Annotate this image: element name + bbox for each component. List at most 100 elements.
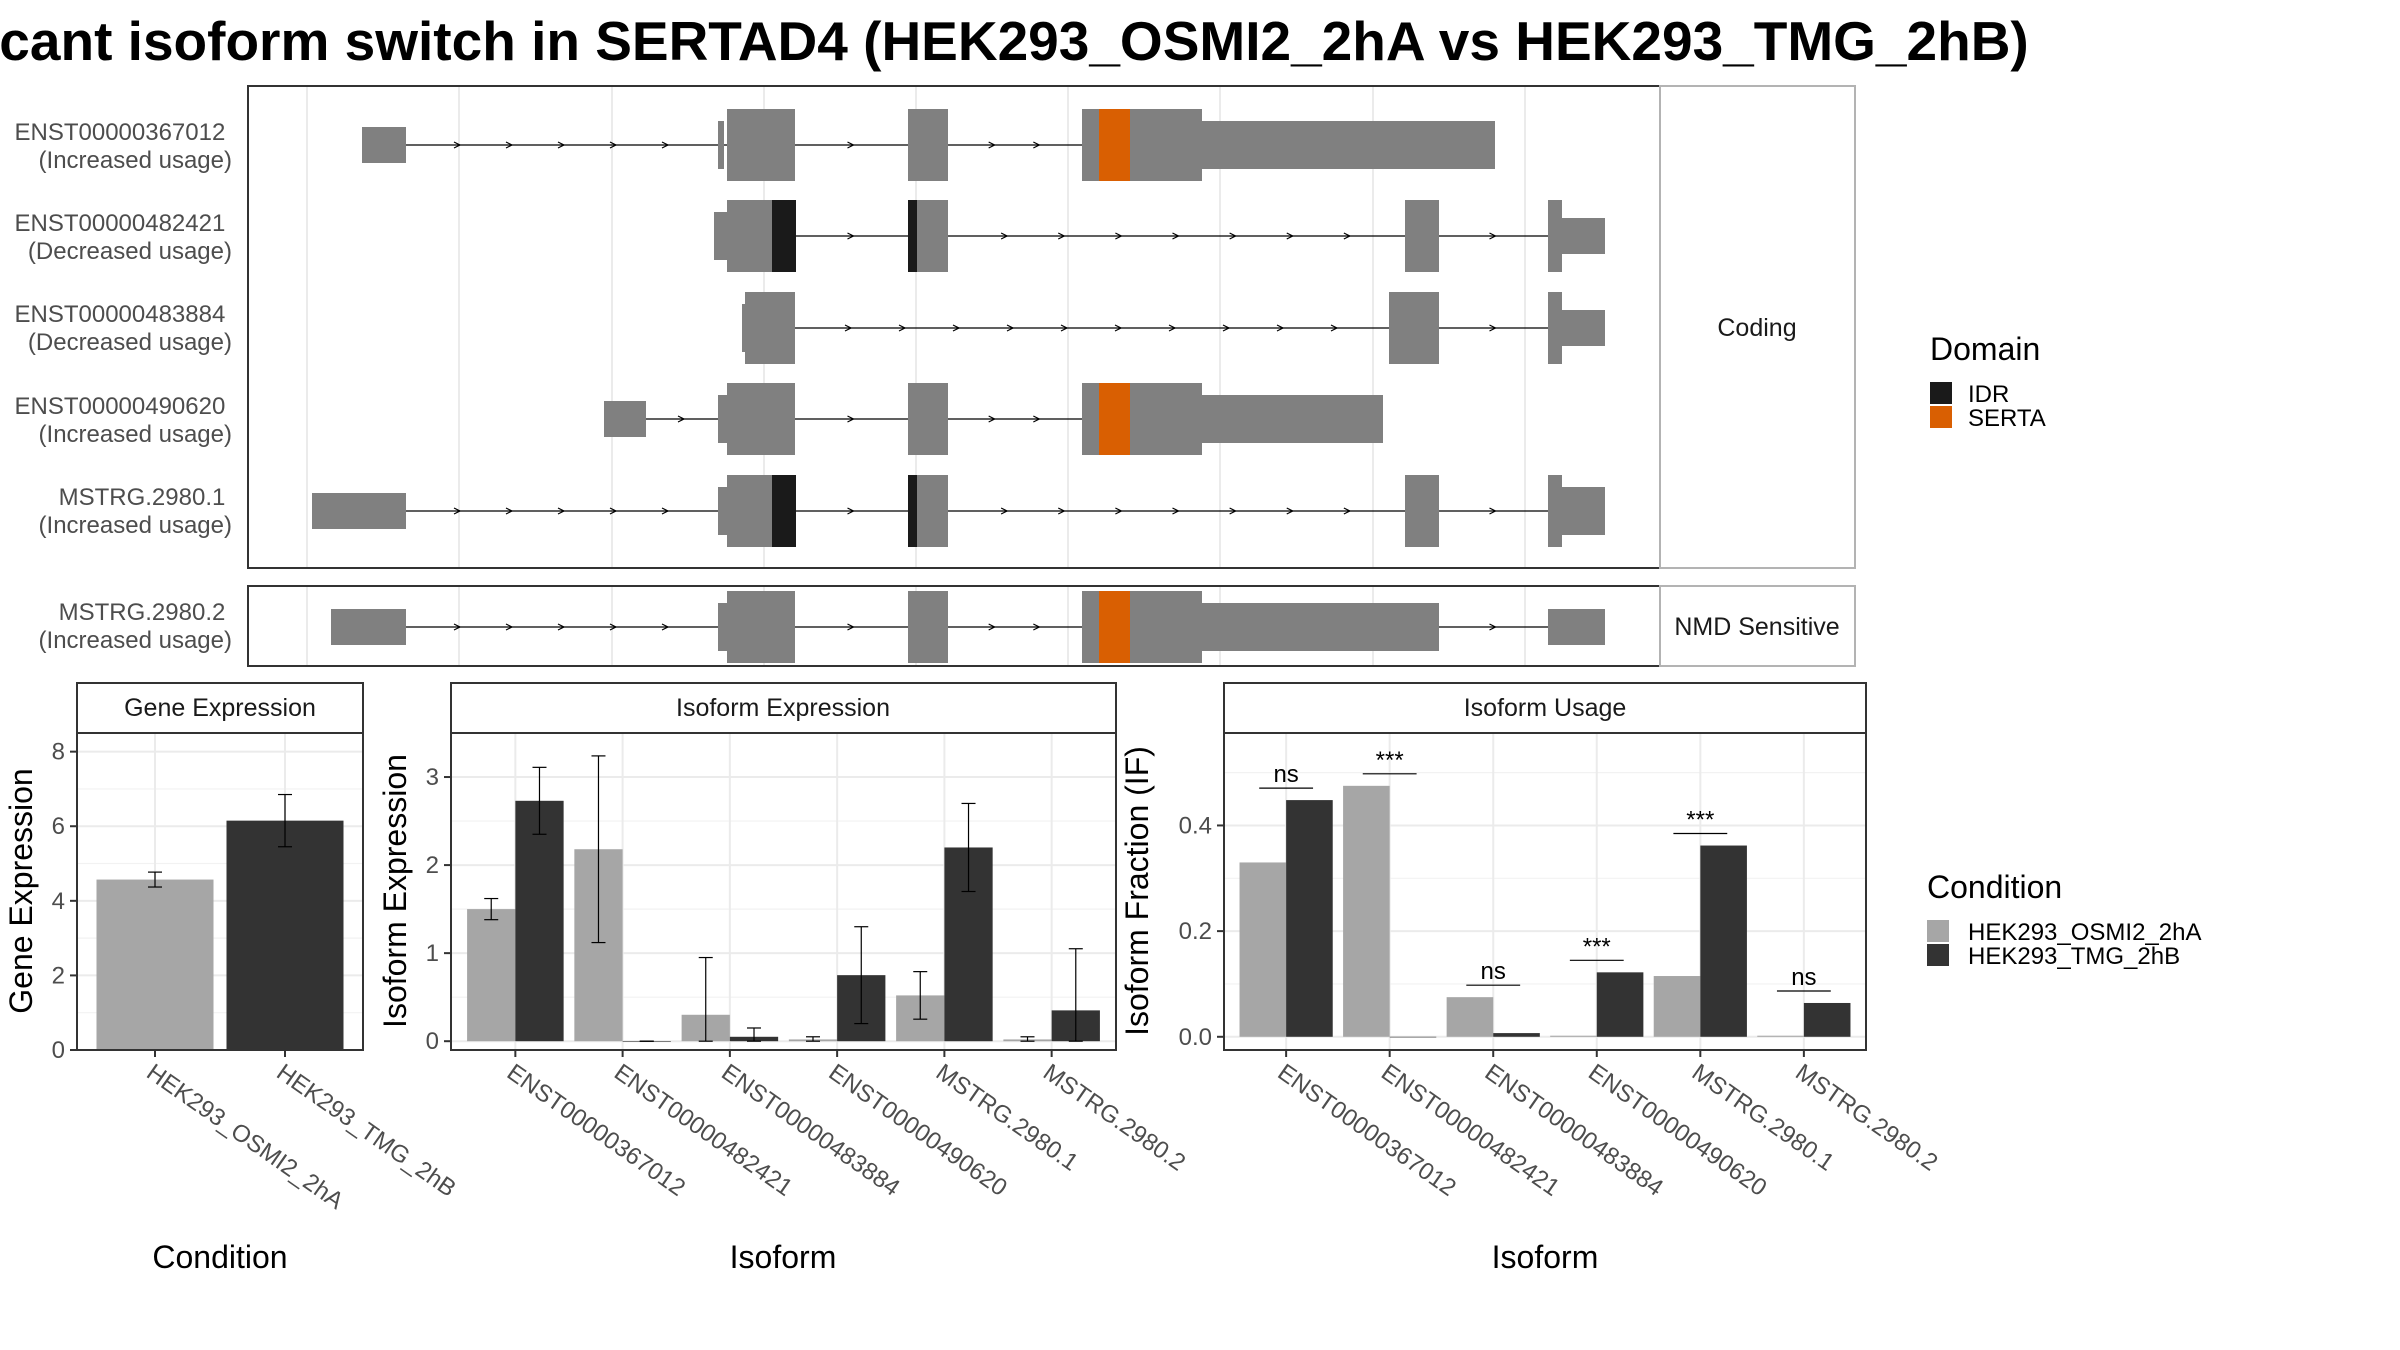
isoform-usage-plot-border	[1223, 732, 1867, 1051]
figure-title: Significant isoform switch in SERTAD4 (H…	[0, 10, 2029, 72]
intron-arrow	[1057, 232, 1066, 240]
transcript-label: MSTRG.2980.1 (Increased usage)	[39, 484, 232, 539]
domain-serta	[1099, 591, 1130, 663]
y-tick-label: 2	[426, 852, 439, 879]
domain-legend: Domain IDR SERTA	[1930, 331, 2046, 432]
intron-arrow	[557, 623, 566, 631]
intron-arrow	[898, 324, 907, 332]
nmd-transcripts	[331, 591, 1605, 663]
bar	[1757, 1035, 1804, 1037]
intron-arrow	[1286, 507, 1295, 515]
nmd-strip	[1659, 585, 1856, 667]
exon-coding	[745, 292, 795, 364]
condition-legend: Condition HEK293_OSMI2_2hA HEK293_TMG_2h…	[1927, 869, 2201, 970]
gene-expression-strip	[76, 682, 364, 734]
intron-arrow	[1060, 324, 1069, 332]
legend-label-cond-a: HEK293_OSMI2_2hA	[1968, 919, 2201, 946]
exon-coding	[718, 487, 727, 535]
domain-serta	[1099, 109, 1130, 181]
bar	[1550, 1035, 1597, 1037]
bar	[1286, 800, 1333, 1037]
exon-coding	[1405, 475, 1439, 547]
bar	[1493, 1033, 1540, 1037]
isoform-expression-x-axis-title: Isoform	[730, 1239, 837, 1275]
x-tick-label: ENST00000367012	[1273, 1059, 1461, 1202]
isoform-usage-x-ticks: ENST00000367012ENST00000482421ENST000004…	[1273, 1050, 1942, 1202]
nmd-strip-label: NMD Sensitive	[1674, 613, 1839, 641]
intron-arrow	[1172, 507, 1180, 515]
intron-arrow	[1033, 623, 1041, 631]
transcript-label: ENST00000483884 (Decreased usage)	[14, 301, 232, 356]
coding-strip	[1659, 85, 1856, 569]
y-tick-label: 0.2	[1179, 918, 1212, 945]
intron-arrow	[453, 141, 462, 149]
intron-arrow	[661, 507, 670, 515]
intron-arrow	[847, 141, 855, 149]
isoform-expression-x-ticks: ENST00000367012ENST00000482421ENST000004…	[502, 1050, 1190, 1202]
exon-noncoding	[1562, 218, 1605, 254]
intron-arrow	[505, 141, 514, 149]
exon-noncoding	[1548, 609, 1605, 645]
exon-coding	[1202, 603, 1439, 651]
domain-idr	[908, 200, 917, 272]
y-tick-label: 2	[52, 962, 65, 989]
bar	[96, 879, 214, 1050]
significance-label: ***	[1376, 747, 1404, 774]
bar	[1803, 1002, 1851, 1037]
exon-coding	[1405, 200, 1439, 272]
intron-arrow	[1229, 507, 1237, 515]
isoform-usage-strip-title: Isoform Usage	[1464, 694, 1627, 722]
intron-arrow	[988, 141, 997, 149]
intron-arrow	[847, 507, 855, 515]
intron-arrow	[1115, 232, 1123, 240]
intron-arrow	[505, 623, 514, 631]
exon-coding	[714, 212, 727, 260]
gene-expression-x-axis-title: Condition	[152, 1239, 287, 1275]
transcript-label: ENST00000482421 (Decreased usage)	[14, 210, 232, 265]
exon-coding	[908, 591, 948, 663]
isoform-expression-y-axis-title: Isoform Expression	[377, 754, 413, 1028]
exon-coding	[742, 304, 745, 352]
significance-label: ns	[1481, 958, 1506, 985]
bar	[1389, 1036, 1437, 1038]
intron-arrow	[1033, 141, 1041, 149]
isoform-usage-bars	[1239, 785, 1851, 1038]
intron-arrow	[677, 415, 686, 423]
intron-arrow	[847, 623, 855, 631]
intron-arrow	[609, 507, 618, 515]
y-tick-label: 3	[426, 764, 439, 791]
significance-label: ***	[1583, 933, 1611, 960]
intron-arrow	[1222, 324, 1231, 332]
domain-idr	[908, 475, 917, 547]
y-tick-label: 0.4	[1179, 812, 1212, 839]
intron-arrow	[1000, 507, 1009, 515]
intron-arrow	[1489, 232, 1497, 240]
transcript-label: MSTRG.2980.2 (Increased usage)	[39, 599, 232, 654]
x-tick-label: ENST00000490620	[1583, 1059, 1771, 1202]
exon-coding	[1548, 292, 1562, 364]
x-tick-label: ENST00000367012	[502, 1059, 690, 1202]
legend-label-cond-b: HEK293_TMG_2hB	[1968, 943, 2180, 970]
domain-legend-title: Domain	[1930, 331, 2040, 367]
intron-arrow	[952, 324, 961, 332]
intron-arrow	[988, 415, 997, 423]
exon-noncoding	[604, 401, 646, 437]
intron-arrow	[453, 623, 462, 631]
bar	[1700, 845, 1747, 1037]
intron-arrow	[988, 623, 997, 631]
intron-arrow	[1286, 232, 1295, 240]
intron-arrow	[609, 623, 618, 631]
intron-arrow	[1343, 507, 1352, 515]
x-tick-label: ENST00000482421	[1376, 1059, 1564, 1202]
exon-noncoding	[331, 609, 406, 645]
bar	[226, 820, 344, 1050]
exon-coding	[718, 603, 727, 651]
gene-expression-bars	[96, 793, 344, 1050]
exon-coding	[1202, 121, 1495, 169]
isoform-expression-bars	[467, 755, 1100, 1042]
y-tick-label: 0.0	[1179, 1024, 1212, 1051]
intron-arrow	[1115, 507, 1123, 515]
